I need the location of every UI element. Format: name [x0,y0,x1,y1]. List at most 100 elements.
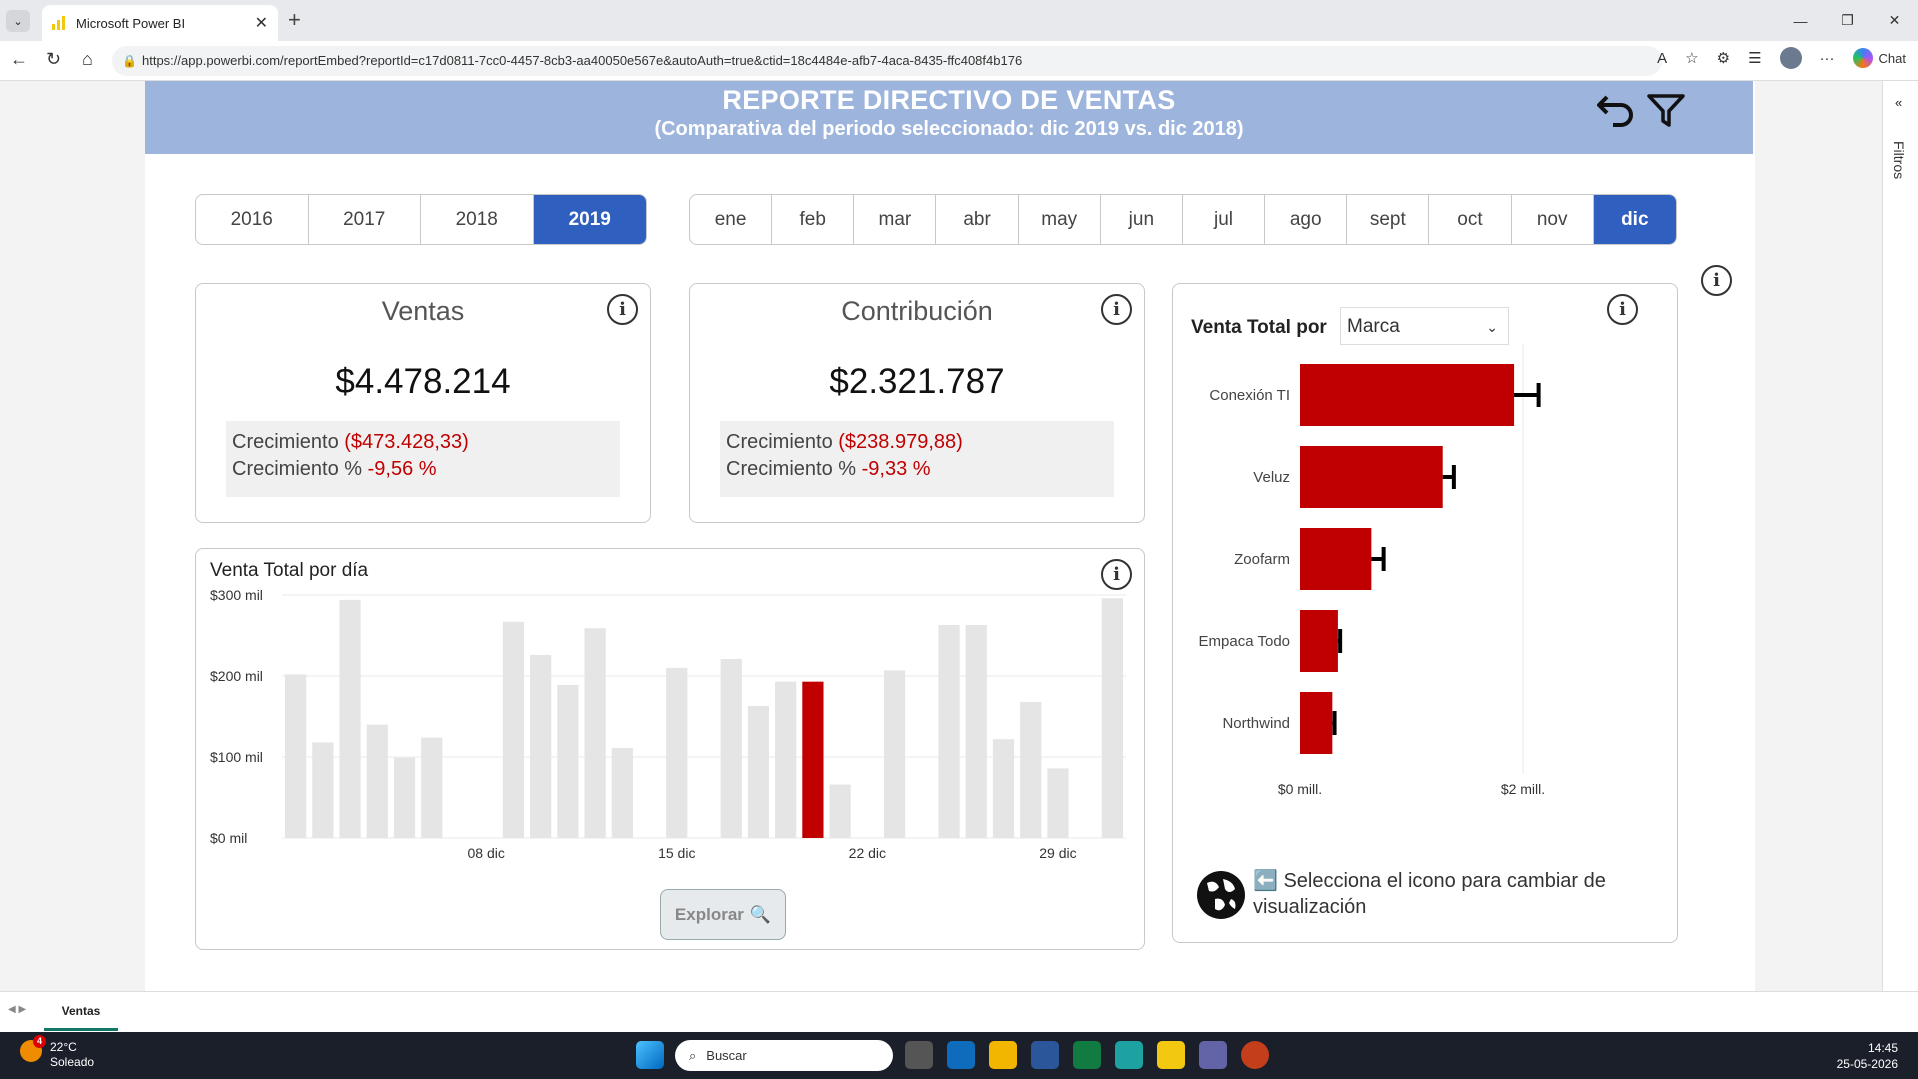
refresh-icon[interactable]: ↻ [46,49,62,69]
kpi-card-ventas: Ventas i $4.478.214 Crecimiento ($473.42… [195,283,651,523]
report-subtitle: (Comparativa del periodo seleccionado: d… [654,118,1244,140]
page-nav-arrows[interactable]: ◀ ▶ [8,1004,27,1015]
day-bar [965,624,987,838]
favorite-star-icon[interactable]: ☆ [1685,50,1699,67]
explore-label: Explorar [674,904,744,924]
info-icon[interactable]: i [1701,265,1732,296]
growth-value: ($473.428,33) [344,431,469,453]
sun-icon: 4 [20,1035,46,1062]
info-icon[interactable]: i [1101,294,1132,325]
browser-tab[interactable]: Microsoft Power BI ✕ [42,5,278,41]
outlook-icon[interactable] [947,1041,975,1069]
year-option-2016[interactable]: 2016 [196,195,309,244]
profile-avatar[interactable] [1779,47,1802,69]
month-option-ene[interactable]: ene [690,195,773,244]
file-explorer-icon[interactable] [989,1041,1017,1069]
globe-icon[interactable] [1195,869,1247,921]
extensions-icon[interactable]: ⚙ [1716,50,1731,67]
tab-actions-button[interactable]: ⌄ [6,10,30,32]
day-bar [421,737,443,838]
undo-icon[interactable] [1595,89,1637,131]
growth-label: Crecimiento [232,431,339,453]
day-bar [1101,598,1123,838]
home-icon[interactable]: ⌂ [82,49,93,69]
powerpoint-icon[interactable] [1241,1041,1269,1069]
year-option-2017[interactable]: 2017 [309,195,421,244]
weather-widget[interactable]: 4 22°C Soleado [20,1035,94,1070]
year-option-2018[interactable]: 2018 [421,195,534,244]
collapse-chevron-icon[interactable]: « [1895,95,1903,110]
explore-button[interactable]: Explorar 🔍 [660,889,786,940]
report-title: REPORTE DIRECTIVO DE VENTAS [722,85,1176,115]
word-icon[interactable] [1031,1041,1059,1069]
category-label: Zoofarm [1234,551,1290,568]
close-window-button[interactable]: ✕ [1888,12,1901,28]
filters-pane[interactable]: « Filtros [1882,81,1918,1031]
day-bar [829,784,851,838]
month-option-feb[interactable]: feb [772,195,855,244]
back-icon[interactable]: ← [10,49,28,69]
month-option-jun[interactable]: jun [1101,195,1183,244]
month-option-nov[interactable]: nov [1512,195,1594,244]
chevron-down-icon: ⌄ [1486,319,1498,335]
system-clock[interactable]: 14:45 25-05-2026 [1837,1040,1898,1072]
field-selector-dropdown[interactable]: Marca ⌄ [1340,307,1509,345]
teams-icon[interactable] [1199,1041,1227,1069]
page-tab-ventas[interactable]: Ventas [44,993,118,1031]
windows-start-icon[interactable] [636,1041,664,1069]
month-option-jul[interactable]: jul [1183,195,1266,244]
favorites-icon[interactable]: ☰ [1748,50,1762,67]
url-input[interactable]: 🔒 https://app.powerbi.com/reportEmbed?rep… [112,46,1662,76]
month-option-ago[interactable]: ago [1265,195,1348,244]
search-icon: 🔍 [749,904,772,924]
y-tick-label: $300 mil [210,587,263,603]
month-option-dic[interactable]: dic [1593,195,1676,244]
new-tab-button[interactable]: + [288,7,301,32]
taskbar-pinned [905,1041,1269,1069]
year-slicer: 2016 2017 2018 2019 [195,194,647,245]
taskbar-search[interactable]: ⌕ Buscar [675,1040,893,1071]
kpi-title: Ventas [381,296,465,326]
close-tab-icon[interactable]: ✕ [254,15,268,32]
month-option-may[interactable]: may [1019,195,1101,244]
read-aloud-icon[interactable]: A [1657,49,1668,67]
day-bar [747,705,770,838]
growth-pct-label: Crecimiento % [232,458,363,480]
category-label: Empaca Todo [1199,633,1290,650]
powerbi-taskbar-icon[interactable] [1157,1041,1185,1069]
minimize-button[interactable]: — [1793,12,1808,29]
growth-pct-value: -9,33 % [861,458,931,480]
day-bar [802,681,824,838]
address-bar: ← ↻ ⌂ 🔒 https://app.powerbi.com/reportEmb… [0,41,1918,81]
kpi-value: $4.478.214 [335,362,511,401]
info-icon[interactable]: i [1607,294,1638,325]
day-bar [502,621,525,838]
url-text: https://app.powerbi.com/reportEmbed?repo… [142,53,1023,68]
copilot-chat-button[interactable]: Chat [1852,48,1906,68]
restore-button[interactable]: ❐ [1841,12,1854,28]
day-bar [285,674,307,838]
growth-pct-value: -9,56 % [367,458,437,480]
more-icon[interactable]: ··· [1819,49,1835,67]
task-view-icon[interactable] [905,1041,933,1069]
month-option-sept[interactable]: sept [1347,195,1430,244]
visual-title: Venta Total por [1191,317,1327,338]
day-bar [938,624,960,838]
excel-icon[interactable] [1073,1041,1101,1069]
filters-label: Filtros [1891,141,1907,180]
info-icon[interactable]: i [1101,559,1132,590]
brand-bar [1300,446,1443,508]
month-option-abr[interactable]: abr [936,195,1019,244]
month-option-mar[interactable]: mar [854,195,937,244]
info-icon[interactable]: i [607,294,638,325]
year-option-2019[interactable]: 2019 [533,195,646,244]
lock-icon: 🔒 [122,54,137,68]
edge-icon[interactable] [1115,1041,1143,1069]
growth-label: Crecimiento [726,431,833,453]
category-label: Conexión TI [1209,387,1290,404]
month-option-oct[interactable]: oct [1429,195,1512,244]
day-bar [666,667,688,838]
kpi-title: Contribución [841,296,993,326]
filter-icon[interactable] [1645,89,1687,131]
dropdown-value: Marca [1347,316,1400,337]
